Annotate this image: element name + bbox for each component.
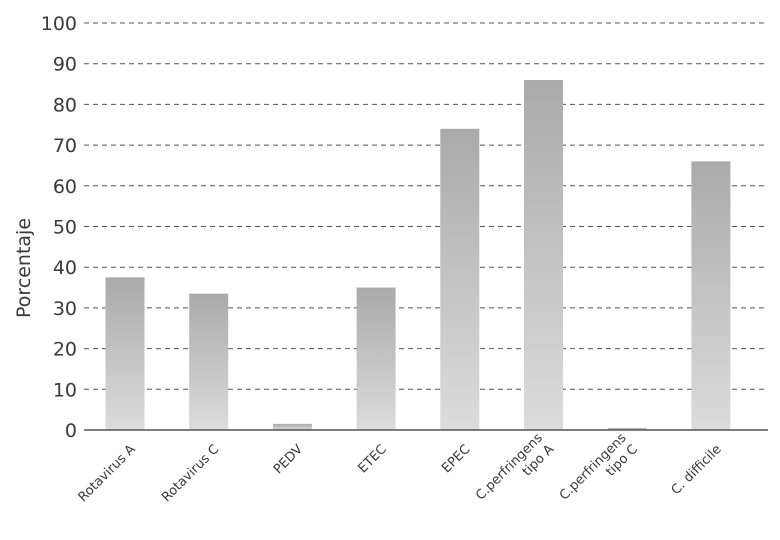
grid-lines (84, 22, 768, 390)
y-tick-label: 60 (53, 176, 77, 198)
bar (524, 79, 563, 430)
x-category-label-line: ETEC (355, 442, 389, 476)
x-category-label-line: Rotavirus A (76, 442, 139, 505)
y-tick-label: 30 (53, 298, 77, 320)
y-tick-label: 80 (53, 94, 77, 116)
bar (105, 277, 145, 430)
x-category-label-line: C. difficile (669, 442, 725, 498)
bar (356, 287, 396, 430)
x-category-label: C. difficile (669, 442, 725, 498)
y-tick-label: 50 (53, 217, 77, 239)
y-tick-label: 90 (53, 54, 77, 76)
bar (189, 293, 229, 430)
x-category-label: Rotavirus A (76, 442, 139, 505)
y-tick-label: 40 (53, 257, 77, 279)
x-category-label-line: Rotavirus C (159, 442, 222, 505)
x-category-label: EPEC (439, 442, 473, 476)
y-tick-labels: 0 10 20 30 40 50 60 70 80 90 100 (41, 13, 77, 442)
x-category-label-line: PEDV (271, 442, 306, 477)
y-tick-label: 10 (53, 379, 77, 401)
x-category-labels: Rotavirus A Rotavirus C PEDV ETEC EPEC C.perf… (76, 431, 725, 506)
y-tick-label: 100 (41, 13, 77, 35)
y-tick-label: 0 (65, 420, 77, 442)
bar (607, 427, 647, 430)
x-category-label: ETEC (355, 442, 389, 476)
y-axis-label: Porcentaje (13, 218, 35, 318)
bars (105, 79, 731, 430)
bar (440, 128, 480, 430)
bar (272, 423, 312, 430)
y-tick-label: 70 (53, 135, 77, 157)
x-category-label: PEDV (271, 442, 306, 477)
x-category-label: Rotavirus C (159, 442, 222, 505)
bar (691, 161, 731, 430)
x-category-label-line: EPEC (439, 442, 473, 476)
y-tick-label: 20 (53, 339, 77, 361)
